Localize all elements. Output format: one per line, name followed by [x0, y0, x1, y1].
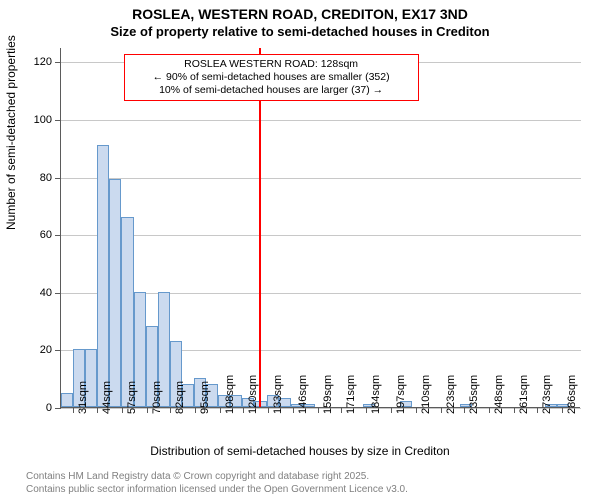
x-tick-label: 44sqm [101, 381, 113, 414]
gridline [61, 120, 581, 121]
y-tick-label: 120 [20, 56, 52, 68]
x-tick-label: 159sqm [322, 375, 334, 414]
x-tick [366, 407, 367, 413]
x-tick [268, 407, 269, 413]
x-tick-label: 31sqm [77, 381, 89, 414]
y-tick-label: 80 [20, 172, 52, 184]
x-tick-label: 184sqm [370, 375, 382, 414]
annotation-line-1: ← 90% of semi-detached houses are smalle… [131, 71, 412, 84]
footer-attribution: Contains HM Land Registry data © Crown c… [26, 471, 408, 496]
footer-line-1: Contains HM Land Registry data © Crown c… [26, 471, 408, 484]
chart-subtitle: Size of property relative to semi-detach… [0, 24, 600, 39]
x-tick [97, 407, 98, 413]
y-tick-label: 0 [20, 402, 52, 414]
x-tick [73, 407, 74, 413]
marker-vline [259, 48, 261, 407]
y-tick-label: 20 [20, 344, 52, 356]
x-tick-label: 248sqm [493, 375, 505, 414]
x-tick-label: 95sqm [199, 381, 211, 414]
annotation-title: ROSLEA WESTERN ROAD: 128sqm [131, 58, 412, 71]
x-tick-label: 261sqm [518, 375, 530, 414]
x-tick [147, 407, 148, 413]
histogram-bar [109, 179, 121, 407]
x-tick-label: 133sqm [272, 375, 284, 414]
gridline [61, 235, 581, 236]
y-tick [55, 350, 61, 351]
histogram-chart: ROSLEA, WESTERN ROAD, CREDITON, EX17 3ND… [0, 0, 600, 500]
x-tick [562, 407, 563, 413]
x-tick-label: 235sqm [468, 375, 480, 414]
histogram-bar [61, 393, 73, 407]
x-axis-label: Distribution of semi-detached houses by … [0, 444, 600, 458]
chart-title: ROSLEA, WESTERN ROAD, CREDITON, EX17 3ND [0, 6, 600, 22]
y-axis-label: Number of semi-detached properties [4, 35, 18, 230]
x-tick-label: 286sqm [566, 375, 578, 414]
x-tick-label: 108sqm [224, 375, 236, 414]
x-tick [537, 407, 538, 413]
annotation-box: ROSLEA WESTERN ROAD: 128sqm← 90% of semi… [124, 54, 419, 101]
x-tick-label: 223sqm [445, 375, 457, 414]
x-tick [391, 407, 392, 413]
x-tick [464, 407, 465, 413]
x-tick [341, 407, 342, 413]
x-tick [441, 407, 442, 413]
x-tick [122, 407, 123, 413]
y-tick [55, 235, 61, 236]
histogram-bar [97, 145, 109, 407]
x-tick-label: 70sqm [151, 381, 163, 414]
x-tick [220, 407, 221, 413]
y-tick [55, 120, 61, 121]
y-tick [55, 293, 61, 294]
x-tick [243, 407, 244, 413]
annotation-line-2: 10% of semi-detached houses are larger (… [131, 84, 412, 97]
x-tick-label: 197sqm [395, 375, 407, 414]
x-tick-label: 120sqm [247, 375, 259, 414]
x-tick [514, 407, 515, 413]
plot-area: 02040608010012031sqm44sqm57sqm70sqm82sqm… [60, 48, 580, 408]
y-tick-label: 60 [20, 229, 52, 241]
x-tick [293, 407, 294, 413]
x-tick-label: 146sqm [297, 375, 309, 414]
y-tick [55, 178, 61, 179]
x-tick [170, 407, 171, 413]
x-tick-label: 171sqm [345, 375, 357, 414]
y-tick-label: 100 [20, 114, 52, 126]
x-tick [195, 407, 196, 413]
y-tick [55, 408, 61, 409]
x-tick [318, 407, 319, 413]
x-tick-label: 210sqm [420, 375, 432, 414]
x-tick-label: 273sqm [541, 375, 553, 414]
x-tick [416, 407, 417, 413]
histogram-bar [121, 217, 133, 407]
x-tick [489, 407, 490, 413]
gridline [61, 178, 581, 179]
x-tick-label: 57sqm [126, 381, 138, 414]
y-tick-label: 40 [20, 287, 52, 299]
footer-line-2: Contains public sector information licen… [26, 484, 408, 497]
y-tick [55, 62, 61, 63]
x-tick-label: 82sqm [174, 381, 186, 414]
